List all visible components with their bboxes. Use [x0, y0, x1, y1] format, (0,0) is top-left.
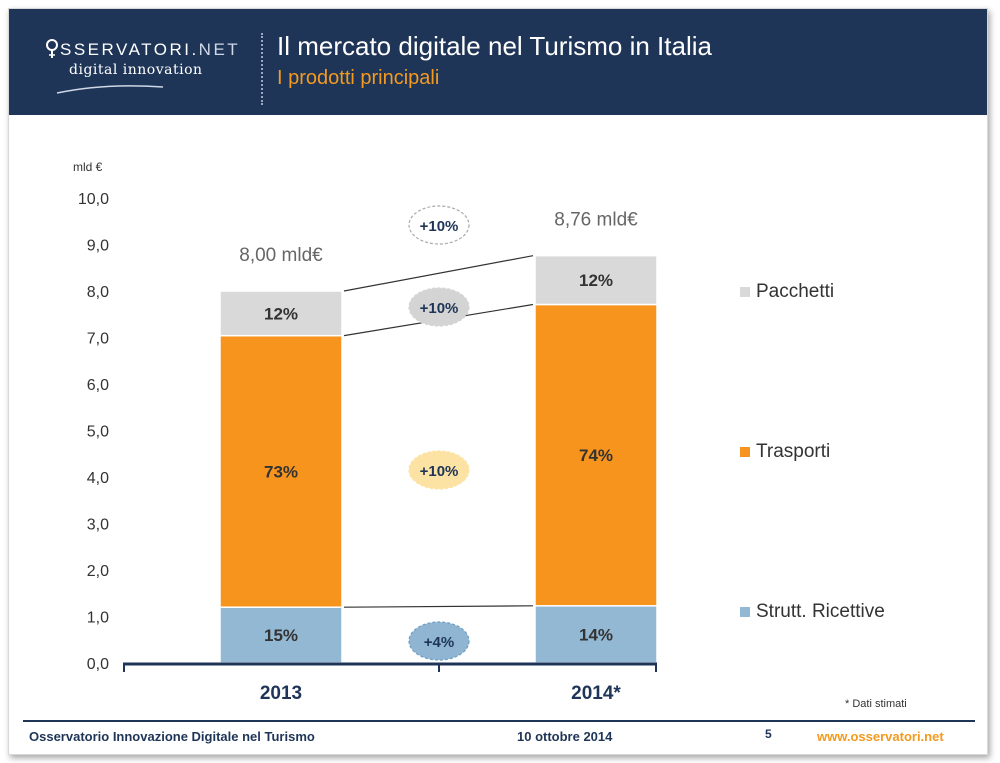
- bar-segment-strutture: [219, 606, 343, 664]
- bar-segment-trasporti: [534, 303, 658, 607]
- bar-data-label: 15%: [264, 626, 298, 645]
- page-subtitle: I prodotti principali: [277, 67, 440, 89]
- page-title: Il mercato digitale nel Turismo in Itali…: [277, 31, 712, 61]
- connector-line: [343, 255, 534, 292]
- footer-divider: [23, 720, 975, 722]
- legend-swatch-strutture: [740, 607, 750, 617]
- growth-bubble-strutture: [408, 621, 470, 661]
- y-tick-label: 2,0: [87, 563, 109, 580]
- bar-total-label: 8,00 mld€: [239, 245, 323, 266]
- connector-line: [343, 605, 534, 608]
- growth-label: +10%: [420, 218, 459, 235]
- website-link[interactable]: www.osservatori.net: [817, 729, 944, 744]
- bar-segment-strutture: [534, 605, 658, 664]
- footer-date: 10 ottobre 2014: [517, 729, 613, 744]
- growth-label: +4%: [424, 634, 454, 651]
- y-tick-label: 4,0: [87, 470, 109, 487]
- y-tick-label: 1,0: [87, 610, 109, 627]
- y-tick-label: 10,0: [78, 191, 109, 208]
- footer-organization: Osservatorio Innovazione Digitale nel Tu…: [29, 729, 315, 744]
- header-bar: SSERVATORI.NET digital innovation Il mer…: [9, 9, 987, 115]
- bar-data-label: 14%: [579, 625, 613, 644]
- chart-canvas: mld € 0,0 1,0 2,0 3,0 4,0 5,0 6,0 7,0 8,0 9,0 10,0 1…: [73, 160, 907, 710]
- legend-label: Trasporti: [756, 441, 830, 462]
- logo-wordmark-main: SSERVATORI.: [60, 40, 199, 59]
- legend-swatch-pacchetti: [740, 287, 750, 297]
- y-tick-label: 6,0: [87, 377, 109, 394]
- y-tick-label: 5,0: [87, 424, 109, 441]
- y-tick-label: 3,0: [87, 517, 109, 534]
- y-tick-label: 7,0: [87, 331, 109, 348]
- x-tick-label: 2013: [260, 683, 302, 704]
- bar-segment-pacchetti: [219, 290, 343, 337]
- growth-bubble-trasporti: [408, 450, 470, 490]
- logo-tagline: digital innovation: [69, 62, 203, 78]
- growth-bubble-pacchetti: [408, 287, 470, 327]
- legend-label: Strutt. Ricettive: [756, 601, 885, 622]
- osservatori-logo: SSERVATORI.NET digital innovation: [45, 39, 245, 103]
- bar-segment-pacchetti: [534, 254, 658, 306]
- growth-label: +10%: [420, 463, 459, 480]
- x-tick-label: 2014*: [571, 683, 621, 704]
- header-divider: [261, 33, 263, 105]
- logo-wordmark: SSERVATORI.NET: [45, 39, 240, 60]
- y-tick-label: 0,0: [87, 656, 109, 673]
- legend-swatch-trasporti: [740, 447, 750, 457]
- bar-data-label: 12%: [579, 271, 613, 290]
- y-tick-label: 9,0: [87, 238, 109, 255]
- growth-bubble-total: [408, 205, 470, 245]
- page-number: 5: [765, 727, 772, 741]
- bar-data-label: 73%: [264, 462, 298, 481]
- growth-label: +10%: [420, 300, 459, 317]
- y-tick-label: 8,0: [87, 284, 109, 301]
- bar-total-label: 8,76 mld€: [554, 210, 638, 231]
- location-pin-icon: [46, 39, 58, 58]
- bar-data-label: 12%: [264, 304, 298, 323]
- legend-label: Pacchetti: [756, 281, 834, 302]
- y-unit-label: mld €: [73, 160, 103, 174]
- stacked-bar-chart: mld € 0,0 1,0 2,0 3,0 4,0 5,0 6,0 7,0 8,0 9,0 10,0 1…: [9, 115, 987, 715]
- footnote: * Dati stimati: [845, 698, 907, 710]
- slide: SSERVATORI.NET digital innovation Il mer…: [8, 8, 988, 755]
- logo-wordmark-suffix: NET: [198, 40, 241, 59]
- bar-data-label: 74%: [579, 446, 613, 465]
- logo-swoosh-icon: [56, 85, 164, 94]
